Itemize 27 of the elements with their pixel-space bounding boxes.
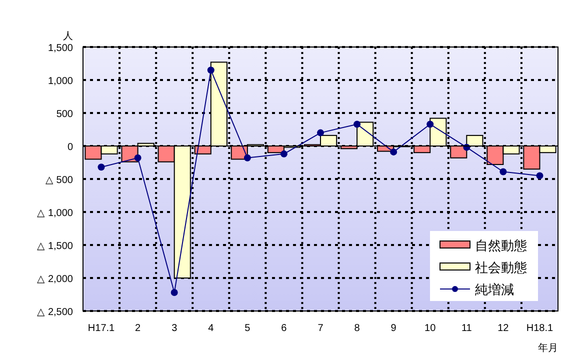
y-tick-label: △ 1,000 xyxy=(37,208,74,219)
y-tick-label: △ 2,000 xyxy=(37,274,74,285)
x-tick-label: 5 xyxy=(244,323,251,334)
x-tick-label: H18.1 xyxy=(526,323,554,334)
y-tick-label: 0 xyxy=(67,142,74,153)
x-tick-label: 4 xyxy=(208,323,214,334)
x-tick-label: 3 xyxy=(172,323,178,334)
x-tick-label: 2 xyxy=(135,323,142,334)
y-tick-label: △ 2,500 xyxy=(37,307,74,318)
legend-label: 社会動態 xyxy=(475,260,527,275)
x-tick-label: 8 xyxy=(354,323,360,334)
x-tick-label: 9 xyxy=(390,323,397,334)
x-tick-label: H17.1 xyxy=(88,323,116,334)
y-tick-label: 500 xyxy=(56,109,74,120)
legend-label: 自然動態 xyxy=(475,238,527,253)
y-axis-title: 人 xyxy=(63,31,73,42)
legend-label: 純増減 xyxy=(475,282,514,297)
x-tick-label: 7 xyxy=(318,323,324,334)
x-tick-label: 10 xyxy=(424,323,436,334)
x-tick-label: 6 xyxy=(281,323,288,334)
x-tick-label: 12 xyxy=(498,323,510,334)
y-tick-label: △ 500 xyxy=(46,175,74,186)
y-tick-label: 1,500 xyxy=(48,43,74,54)
x-axis-title: 年月 xyxy=(538,342,558,354)
x-tick-label: 11 xyxy=(461,323,472,334)
y-tick-label: 1,000 xyxy=(48,76,74,87)
y-tick-label: △ 1,500 xyxy=(37,241,74,252)
